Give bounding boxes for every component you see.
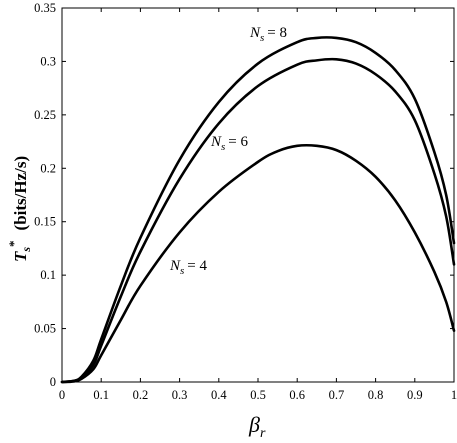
- y-tick-label: 0.3: [40, 54, 56, 68]
- x-tick-label: 0.2: [133, 388, 149, 402]
- x-tick-label: 0.3: [172, 388, 188, 402]
- y-tick-label: 0.2: [40, 161, 56, 175]
- annotation-ns4: Ns = 4: [169, 258, 208, 277]
- x-tick-label: 0.8: [368, 388, 384, 402]
- y-tick-label: 0.35: [34, 1, 56, 15]
- x-tick-label: 0.6: [289, 388, 305, 402]
- x-axis-label: βr: [248, 412, 266, 441]
- series-line-ns8: [60, 36, 456, 384]
- y-tick-label: 0: [50, 375, 56, 389]
- x-tick-label: 0.1: [93, 388, 109, 402]
- y-tick-label: 0.05: [34, 322, 56, 336]
- ticks-layer: 0 0.1 0.2 0.3 0.4 0.5 0.6 0.7 0.8 0.9 1 0 0.05 0.1 0.1…: [34, 1, 457, 402]
- y-tick-label: 0.25: [34, 108, 56, 122]
- y-tick-label: 0.1: [40, 268, 56, 282]
- y-axis-label: Ts*(bits/Hz/s): [6, 156, 33, 262]
- y-tick-label: 0.15: [34, 215, 56, 229]
- x-tick-label: 0.9: [407, 388, 423, 402]
- annotation-ns6: Ns = 6: [210, 134, 249, 153]
- curves-layer: [60, 36, 456, 384]
- series-line-ns6: [60, 57, 456, 384]
- x-tick-label: 0: [59, 388, 65, 402]
- x-tick-label: 0.5: [250, 388, 266, 402]
- plot-frame: [61, 7, 455, 383]
- x-tick-label: 0.4: [211, 388, 227, 402]
- x-tick-label: 1: [451, 388, 457, 402]
- series-line-ns4: [60, 143, 456, 384]
- x-tick-label: 0.7: [329, 388, 345, 402]
- annotation-ns8: Ns = 8: [249, 25, 287, 44]
